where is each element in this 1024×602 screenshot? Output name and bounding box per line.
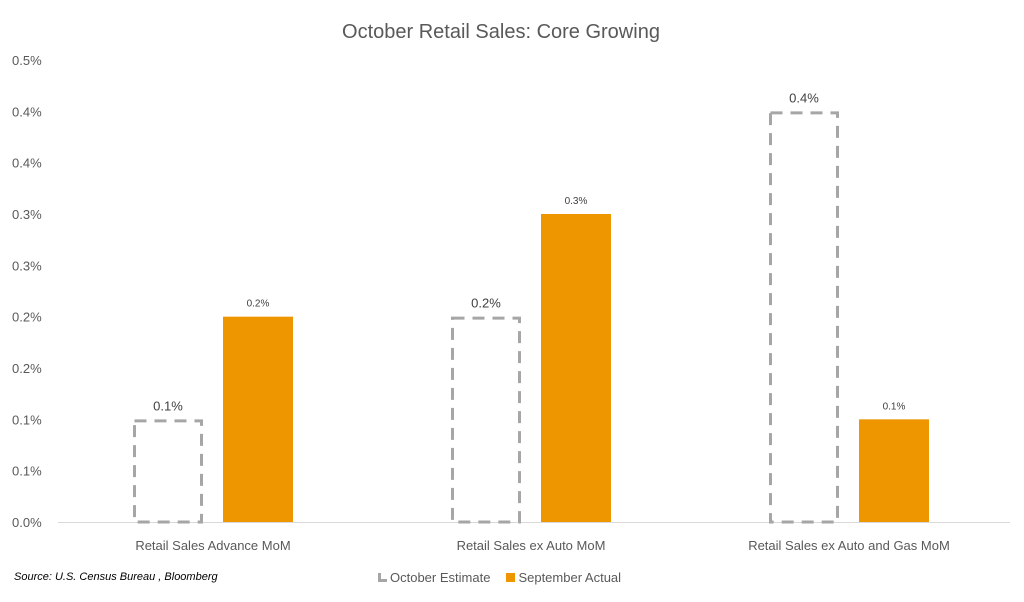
x-axis-labels: Retail Sales Advance MoM Retail Sales ex …	[135, 538, 949, 553]
y-tick-label: 0.1%	[12, 464, 42, 479]
y-tick-label: 0.4%	[12, 104, 42, 119]
x-tick-label: Retail Sales Advance MoM	[135, 538, 290, 553]
data-label: 0.2%	[471, 296, 501, 311]
data-label: 0.1%	[883, 401, 906, 412]
x-tick-label: Retail Sales ex Auto and Gas MoM	[748, 538, 950, 553]
data-label: 0.2%	[247, 299, 270, 310]
y-tick-label: 0.5%	[12, 53, 42, 68]
data-label: 0.1%	[153, 398, 183, 413]
source-note: Source: U.S. Census Bureau , Bloomberg	[14, 571, 218, 583]
y-axis: 0.0% 0.1% 0.1% 0.2% 0.2% 0.3% 0.3% 0.4% 0.4% 0.5%	[12, 53, 42, 530]
bar-september-actual	[859, 419, 929, 522]
bar-october-estimate	[133, 419, 203, 524]
x-tick-label: Retail Sales ex Auto MoM	[457, 538, 606, 553]
legend-swatch-estimate-icon	[378, 573, 387, 582]
legend-label: September Actual	[518, 570, 622, 585]
bar-october-estimate	[451, 316, 521, 524]
bar-october-estimate	[769, 111, 839, 524]
legend-label: October Estimate	[390, 570, 491, 585]
bar-september-actual	[223, 316, 293, 522]
bar-september-actual	[541, 214, 611, 522]
legend-item-october-estimate: October Estimate	[378, 570, 490, 585]
bars-group: 0.1% 0.2% 0.2% 0.3% 0.4% 0.1%	[133, 90, 929, 524]
y-tick-label: 0.2%	[12, 310, 42, 325]
legend-swatch-actual-icon	[506, 573, 516, 582]
y-tick-label: 0.3%	[12, 207, 42, 222]
y-tick-label: 0.1%	[12, 412, 42, 427]
legend: October Estimate September Actual	[378, 570, 621, 585]
legend-item-september-actual: September Actual	[506, 570, 621, 585]
chart-title: October Retail Sales: Core Growing	[342, 21, 660, 43]
y-tick-label: 0.3%	[12, 258, 42, 273]
y-tick-label: 0.4%	[12, 156, 42, 171]
y-tick-label: 0.0%	[12, 515, 42, 530]
data-label: 0.3%	[565, 196, 588, 207]
y-tick-label: 0.2%	[12, 361, 42, 376]
data-label: 0.4%	[789, 90, 819, 105]
